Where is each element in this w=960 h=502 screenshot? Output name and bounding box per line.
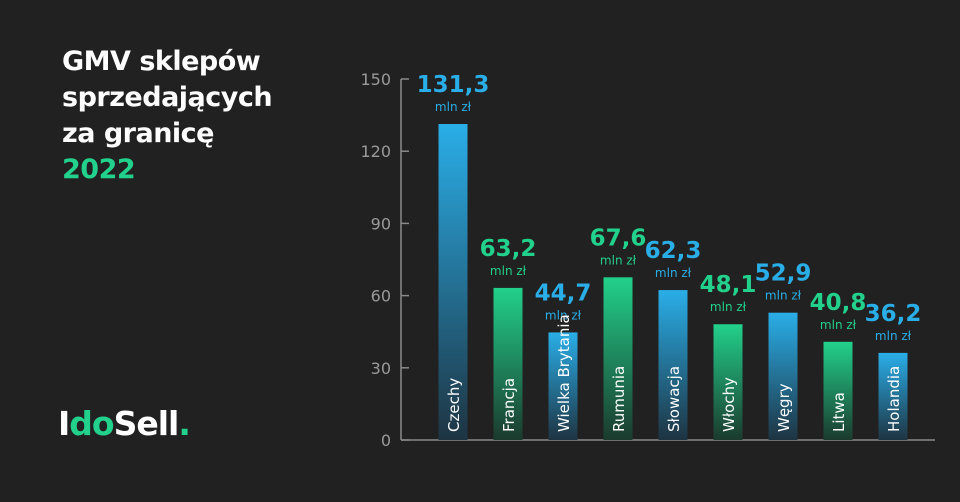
category-label: Wielka Brytania (555, 314, 573, 432)
y-tick-label: 30 (371, 359, 391, 378)
category-label: Słowacja (665, 366, 683, 432)
bar (878, 352, 908, 440)
logo-part: I (58, 404, 70, 443)
y-tick-label: 120 (360, 142, 391, 161)
y-tick-label: 0 (381, 431, 391, 450)
data-label-value: 44,7 (535, 280, 592, 306)
y-tick-label: 150 (360, 70, 391, 89)
data-label-unit: mln zł (545, 308, 582, 322)
data-label-value: 62,3 (645, 238, 702, 264)
logo-part: do (69, 404, 114, 443)
y-tick-label: 90 (371, 214, 391, 233)
data-label-value: 131,3 (417, 72, 490, 98)
data-label-value: 67,6 (590, 225, 647, 251)
title-line-2: sprzedających (62, 82, 273, 113)
data-label-unit: mln zł (435, 100, 472, 114)
y-tick-label: 60 (371, 287, 391, 306)
bar (713, 324, 743, 440)
category-label: Węgry (775, 383, 793, 432)
bar (823, 341, 853, 440)
bar (768, 312, 798, 440)
bar (548, 332, 578, 440)
category-label: Włochy (720, 377, 738, 432)
bar (438, 124, 468, 440)
title-line-3: za granicę (62, 118, 215, 149)
title-line-1: GMV sklepów (62, 46, 261, 77)
category-label: Holandia (885, 366, 903, 432)
data-label-value: 63,2 (480, 236, 537, 262)
category-label: Francja (500, 378, 518, 432)
chart-title: GMV sklepów sprzedających za granicę 202… (62, 44, 273, 188)
data-label-value: 48,1 (700, 272, 757, 298)
logo-part: Sell (113, 404, 180, 443)
category-label: Rumunia (610, 366, 628, 432)
bar (603, 277, 633, 440)
data-label-value: 52,9 (755, 261, 812, 287)
data-label-value: 40,8 (810, 290, 867, 316)
data-label-value: 36,2 (865, 301, 922, 327)
data-label-unit: mln zł (600, 253, 637, 267)
data-label-unit: mln zł (765, 289, 802, 303)
data-label-unit: mln zł (655, 266, 692, 280)
category-label: Litwa (830, 392, 848, 432)
bar (658, 290, 688, 440)
data-label-unit: mln zł (875, 329, 912, 343)
data-label-unit: mln zł (490, 264, 527, 278)
data-label-unit: mln zł (710, 300, 747, 314)
data-label-unit: mln zł (820, 318, 857, 332)
title-year: 2022 (62, 154, 136, 185)
logo-dot: . (178, 404, 191, 443)
idosell-logo: IdoSell. (58, 404, 191, 443)
bar (493, 287, 523, 440)
category-label: Czechy (445, 378, 463, 432)
